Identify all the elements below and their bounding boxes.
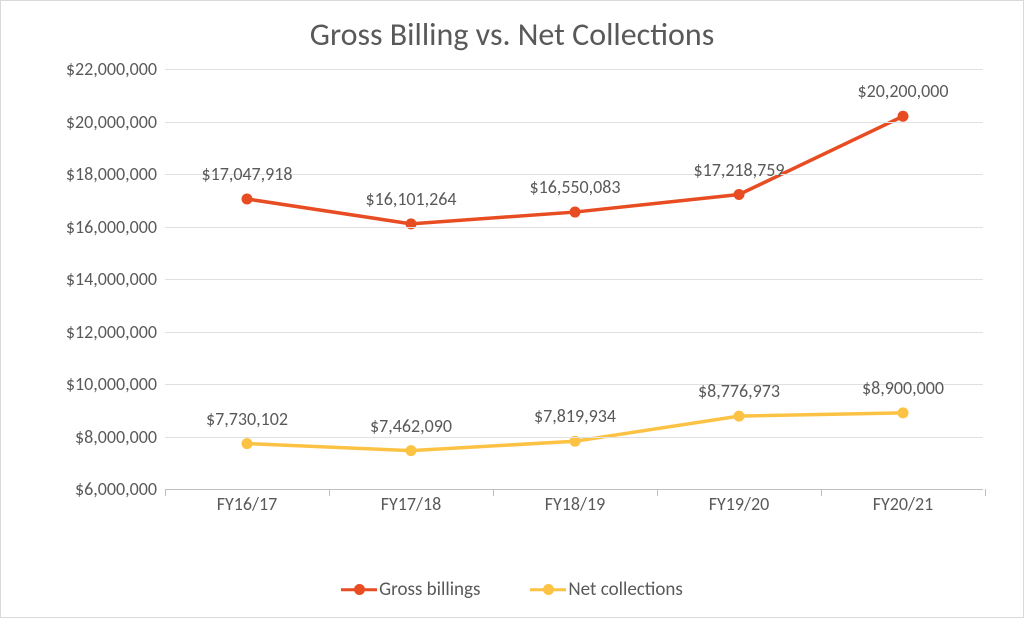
legend-item: Net collections [530,578,682,601]
x-tick-label: FY18/19 [545,493,606,515]
data-marker [242,438,253,449]
data-marker [734,189,745,200]
y-tick-label: $20,000,000 [66,111,157,133]
data-marker [406,218,417,229]
data-label: $7,730,102 [206,408,288,430]
legend-label: Gross billings [379,578,480,601]
grid-line [165,227,983,228]
data-label: $17,218,759 [693,159,784,181]
plot-wrapper: $6,000,000 $8,000,000 $10,000,000 $12,000,0… [31,69,993,517]
plot-area: $17,047,918 $16,101,264 $16,550,083 $17,218… [165,69,983,487]
grid-line [165,69,983,70]
data-label: $17,047,918 [201,163,292,185]
data-label: $8,900,000 [862,377,944,399]
x-tick-label: FY19/20 [709,493,770,515]
data-marker [898,111,909,122]
x-tick-label: FY17/18 [381,493,442,515]
data-label: $8,776,973 [698,380,780,402]
grid-line [165,437,983,438]
legend: Gross billings Net collections [1,578,1023,601]
legend-item: Gross billings [341,578,480,601]
y-tick-label: $6,000,000 [75,478,157,500]
grid-line [165,122,983,123]
data-label: $16,550,083 [529,176,620,198]
data-label: $7,462,090 [370,415,452,437]
data-label: $16,101,264 [365,188,456,210]
data-label: $7,819,934 [534,405,616,427]
grid-line [165,279,983,280]
x-tick [985,489,986,496]
y-tick-label: $14,000,000 [66,268,157,290]
y-axis: $6,000,000 $8,000,000 $10,000,000 $12,000,0… [31,69,161,517]
legend-marker [341,580,377,600]
chart-title: Gross Billing vs. Net Collections [1,1,1023,54]
data-label: $20,200,000 [857,80,948,102]
y-tick-label: $16,000,000 [66,216,157,238]
y-tick-label: $8,000,000 [75,426,157,448]
legend-marker [530,580,566,600]
x-tick-label: FY20/21 [873,493,934,515]
data-marker [898,407,909,418]
grid-line [165,384,983,385]
y-tick-label: $18,000,000 [66,163,157,185]
y-tick-label: $22,000,000 [66,58,157,80]
grid-line [165,332,983,333]
y-tick-label: $10,000,000 [66,373,157,395]
data-marker [570,207,581,218]
chart-container: Gross Billing vs. Net Collections $6,000… [0,0,1024,618]
data-marker [406,445,417,456]
x-axis-labels: FY16/17 FY17/18 FY18/19 FY19/20 FY20/21 [165,489,983,517]
x-tick-label: FY16/17 [217,493,278,515]
data-marker [734,411,745,422]
data-marker [242,193,253,204]
y-tick-label: $12,000,000 [66,321,157,343]
legend-label: Net collections [568,578,682,601]
